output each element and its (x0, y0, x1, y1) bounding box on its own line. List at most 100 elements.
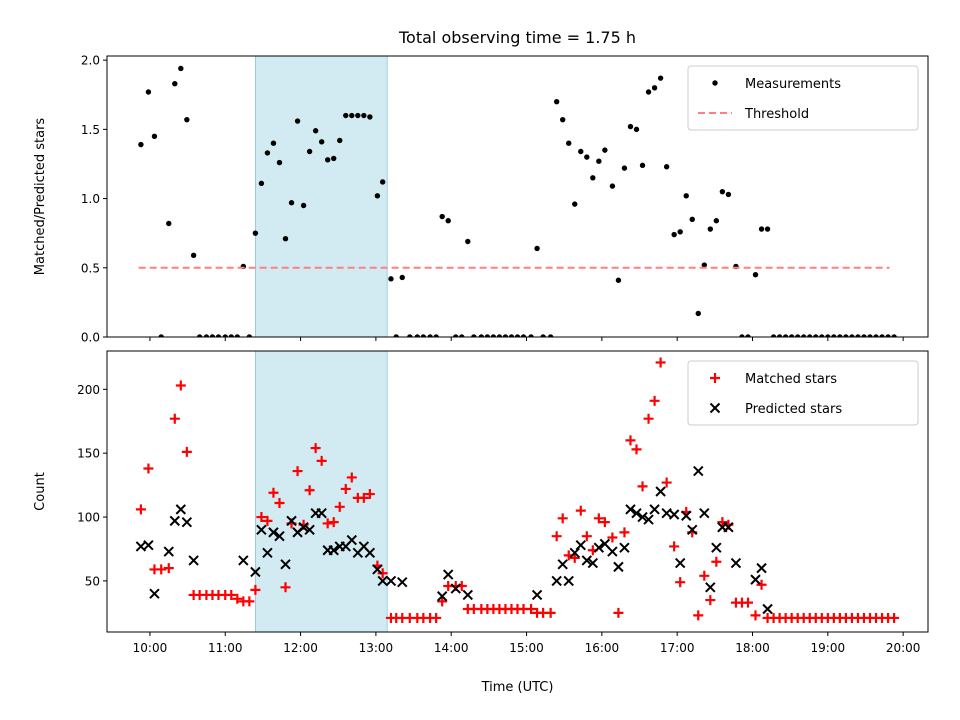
data-point (711, 556, 722, 567)
data-point (794, 334, 801, 337)
data-point (439, 213, 445, 220)
data-point (268, 487, 279, 498)
data-point (433, 334, 439, 337)
data-point (528, 334, 534, 337)
x-tick-label: 18:00 (735, 641, 770, 655)
data-point (849, 334, 855, 337)
data-point (270, 140, 277, 146)
y-tick-label: 150 (77, 447, 100, 461)
data-point (372, 564, 383, 575)
data-point (723, 522, 734, 533)
data-point (322, 518, 333, 529)
x-tick-label: 20:00 (886, 641, 921, 655)
data-point (615, 277, 622, 283)
data-point (609, 183, 616, 189)
data-point (625, 504, 636, 515)
data-point (280, 559, 291, 570)
legend-label: Matched stars (745, 372, 837, 387)
data-point (282, 236, 289, 242)
data-point (349, 112, 355, 119)
data-point (655, 486, 666, 497)
data-point (276, 159, 283, 166)
data-point (837, 334, 843, 337)
x-tick-label: 17:00 (660, 641, 695, 655)
data-point (343, 112, 349, 119)
data-point (252, 230, 259, 236)
data-point (397, 576, 408, 588)
data-point (730, 557, 742, 569)
data-point (377, 575, 388, 587)
data-point (431, 612, 442, 623)
data-point (885, 334, 891, 337)
data-point (310, 443, 321, 454)
data-point (677, 229, 683, 235)
data-point (203, 334, 210, 337)
data-point (318, 139, 325, 145)
data-point (445, 218, 451, 224)
data-point (453, 334, 459, 337)
data-point (553, 98, 560, 105)
legend-label: Measurements (745, 77, 841, 92)
data-point (181, 516, 193, 528)
data-point (258, 180, 265, 187)
data-point (683, 193, 689, 199)
data-point (590, 175, 596, 181)
data-point (355, 112, 361, 119)
data-point (693, 465, 704, 477)
data-point (268, 527, 279, 538)
data-point (889, 612, 900, 623)
data-point (244, 596, 255, 607)
data-point (181, 446, 192, 457)
data-point (188, 555, 199, 566)
data-point (649, 504, 660, 515)
data-point (599, 517, 610, 528)
data-point (358, 492, 369, 503)
data-point (346, 534, 358, 546)
data-point (462, 589, 473, 601)
data-point (264, 150, 271, 156)
data-point (637, 511, 648, 523)
data-point (625, 435, 636, 446)
x-axis-label: Time (UTC) (481, 680, 554, 695)
data-point (593, 542, 605, 553)
data-point (337, 137, 343, 144)
data-point (393, 334, 399, 337)
legend: Measurements Threshold (687, 65, 919, 131)
data-point (701, 262, 707, 268)
data-point (465, 238, 471, 245)
data-point (138, 141, 144, 148)
data-point (135, 504, 146, 515)
y-tick-label: 0.0 (81, 331, 100, 345)
data-point (149, 588, 160, 599)
data-point (304, 485, 315, 496)
highlight-span (254, 350, 388, 633)
data-point (607, 546, 618, 557)
data-point (813, 334, 819, 337)
y-tick-label: 50 (85, 574, 100, 588)
data-point (175, 504, 187, 515)
data-point (569, 552, 580, 563)
data-point (346, 472, 357, 483)
data-point (593, 513, 604, 524)
data-point (633, 126, 640, 133)
data-point (631, 444, 642, 455)
data-point (643, 413, 654, 424)
data-point (288, 200, 295, 206)
data-point (304, 524, 315, 536)
data-point (861, 334, 867, 337)
data-point (764, 226, 771, 232)
data-point (166, 220, 172, 227)
data-point (725, 191, 732, 198)
data-point (782, 334, 789, 337)
x-tick-label: 13:00 (359, 641, 394, 655)
data-point (566, 140, 572, 146)
data-point (689, 216, 695, 223)
data-point (657, 75, 664, 81)
data-point (891, 334, 897, 337)
data-point (551, 575, 562, 587)
data-point (399, 274, 405, 281)
data-point (298, 522, 309, 533)
x-tick-label: 19:00 (811, 641, 846, 655)
data-point (705, 582, 716, 593)
data-point (514, 334, 521, 337)
